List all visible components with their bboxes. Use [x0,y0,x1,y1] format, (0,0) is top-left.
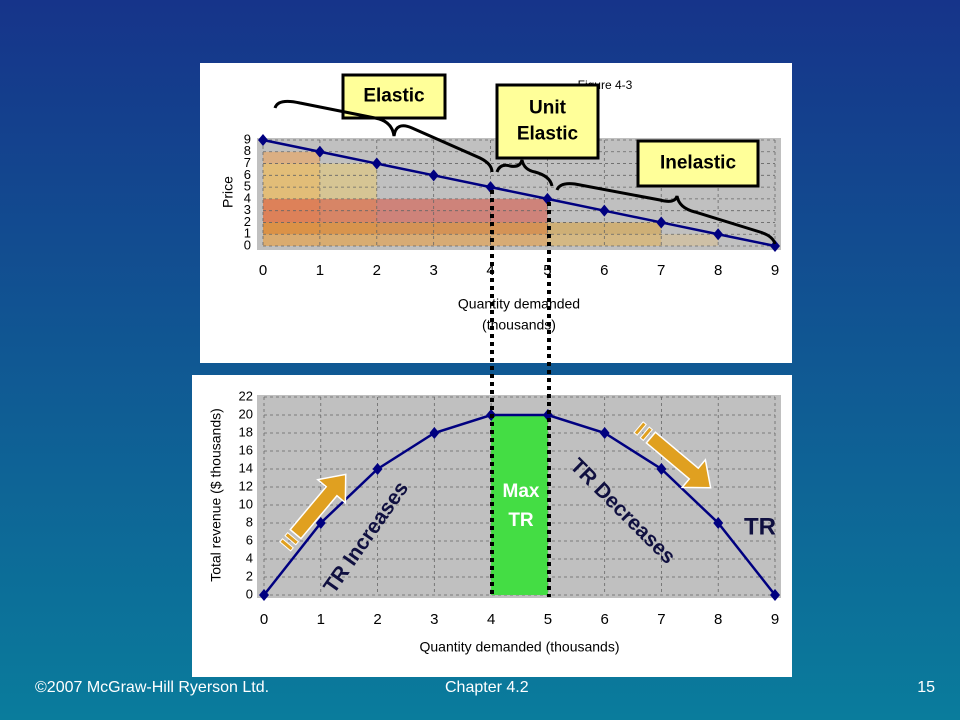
y-tick-label: 6 [246,532,253,547]
callout-box [341,73,447,120]
x-tick-label: 8 [714,262,722,279]
arrow-shape [645,431,712,489]
data-point [770,589,780,601]
data-point [542,192,553,205]
y-tick-label: 12 [239,478,253,493]
x-tick-label: 3 [429,262,437,279]
arrow-tail [279,531,300,552]
y-axis-label: Total revenue ($ thousands) [208,408,224,582]
y-tick-label: 5 [244,179,251,194]
y-tick-label: 2 [244,214,251,229]
y-tick-label: 7 [244,155,251,170]
data-point [258,134,268,146]
x-tick-label: 2 [373,262,381,279]
data-point [656,216,667,229]
data-point [770,240,780,252]
charts: 01234567890123456789PriceQuantity demand… [208,73,781,655]
y-tick-label: 0 [246,586,253,601]
x-tick-label: 5 [544,611,552,628]
x-tick-label: 0 [259,262,267,279]
data-point [429,427,440,439]
x-tick-label: 9 [771,611,779,628]
footer-center: Chapter 4.2 [445,679,529,696]
x-tick-label: 1 [317,611,325,628]
brace [495,159,554,187]
brace [273,99,494,173]
y-tick-label: 1 [244,226,251,241]
callout-label: Unit [529,98,567,119]
x-tick-label: 5 [543,262,551,279]
arrow-tail [633,421,654,442]
y-tick-label: 6 [244,167,251,182]
x-axis-label: Quantity demanded (thousands) [419,639,619,655]
y-tick-label: 20 [239,406,253,421]
x-tick-label: 2 [373,611,381,628]
callout-box [636,139,760,188]
data-point [428,169,439,182]
footer-left: ©2007 McGraw-Hill Ryerson Ltd. [35,679,269,696]
y-tick-label: 10 [239,496,253,511]
x-tick-label: 6 [600,262,608,279]
page-number: 15 [917,679,935,696]
trend-arrow [633,421,712,489]
data-point [713,517,724,529]
y-tick-label: 18 [239,424,253,439]
brace [555,182,777,245]
x-tick-label: 9 [771,262,779,279]
series-label: TR [744,513,776,540]
y-tick-label: 4 [246,550,253,565]
x-tick-label: 6 [600,611,608,628]
arrow-shape [289,473,347,540]
data-point [713,228,724,241]
data-point [656,463,667,475]
y-tick-label: 8 [244,143,251,158]
data-line [262,138,776,248]
x-tick-label: 0 [260,611,268,628]
x-tick-label: 8 [714,611,722,628]
max-tr-band [491,415,548,595]
x-tick-label: 7 [657,262,665,279]
x-tick-label: 7 [657,611,665,628]
annotation: TR [508,510,534,531]
y-tick-label: 2 [246,568,253,583]
y-axis-label: Price [220,176,236,208]
y-tick-label: 0 [244,237,251,252]
y-tick-label: 4 [244,190,251,205]
data-point [259,589,269,601]
y-tick-label: 3 [244,202,251,217]
y-tick-label: 22 [239,388,253,403]
data-point [314,145,325,158]
x-tick-label: 1 [316,262,324,279]
x-axis-label: (thousands) [482,317,556,333]
x-tick-label: 3 [430,611,438,628]
callout-label: Elastic [363,86,425,107]
callout-label: Inelastic [660,153,736,174]
trend-arrow [279,473,347,552]
data-point [315,517,326,529]
callout-box [495,83,600,160]
data-point [372,463,383,475]
y-tick-label: 8 [246,514,253,529]
callout-label: Elastic [517,124,579,145]
data-point [599,427,610,439]
data-point [599,204,610,217]
data-line [263,413,776,596]
y-tick-label: 16 [239,442,253,457]
x-tick-label: 4 [487,611,495,628]
data-point [371,157,382,170]
x-axis-label: Quantity demanded [458,296,580,312]
y-tick-label: 14 [239,460,253,475]
y-tick-label: 9 [244,131,251,146]
annotation: Max [503,481,540,502]
